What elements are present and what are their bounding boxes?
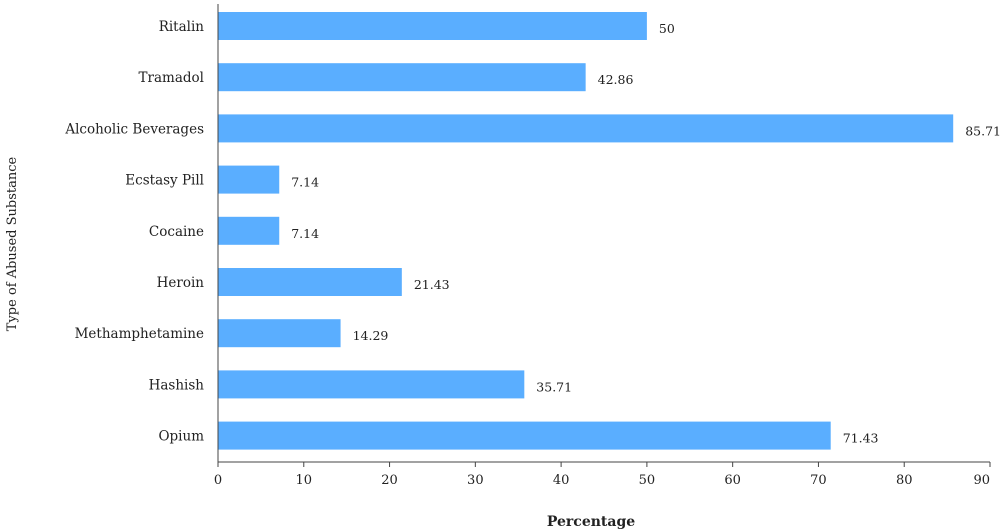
category-label-opium: Opium bbox=[158, 429, 204, 445]
bar-tramadol bbox=[218, 63, 586, 92]
x-tick-label-10: 10 bbox=[296, 473, 313, 488]
category-labels-group: Ritalin Tramadol Alcoholic Beverages Ecstas… bbox=[64, 19, 204, 445]
bars-group bbox=[218, 12, 954, 450]
category-label-cocaine: Cocaine bbox=[149, 224, 204, 240]
bar-alcoholic-beverages bbox=[218, 114, 954, 143]
value-label-ritalin: 50 bbox=[659, 21, 675, 36]
bar-heroin bbox=[218, 268, 402, 296]
x-tick-label-30: 30 bbox=[467, 473, 484, 488]
bar-methamphetamine bbox=[218, 319, 341, 348]
x-axis: 0 10 20 30 40 50 60 70 80 90 bbox=[214, 461, 991, 488]
value-label-alcoholic-beverages: 85.71 bbox=[965, 123, 1000, 138]
bar-opium bbox=[218, 421, 831, 450]
value-label-heroin: 21.43 bbox=[414, 277, 450, 292]
bar-cocaine bbox=[218, 216, 280, 245]
bar-ritalin bbox=[218, 12, 647, 40]
bar-ecstasy-pill bbox=[218, 165, 280, 194]
category-label-methamphetamine: Methamphetamine bbox=[75, 326, 204, 342]
x-tick-label-40: 40 bbox=[553, 473, 570, 488]
category-label-alcoholic-beverages: Alcoholic Beverages bbox=[64, 121, 204, 137]
x-tick-label-60: 60 bbox=[724, 473, 741, 488]
value-label-methamphetamine: 14.29 bbox=[353, 328, 389, 343]
value-label-cocaine: 7.14 bbox=[291, 226, 319, 241]
category-label-tramadol: Tramadol bbox=[139, 70, 204, 86]
x-tick-label-90: 90 bbox=[973, 473, 990, 488]
value-labels-group: 50 42.86 85.71 7.14 7.14 21.43 14.29 35.71 71.43 bbox=[291, 21, 1000, 446]
x-axis-title: Percentage bbox=[547, 514, 635, 530]
x-tick-label-70: 70 bbox=[810, 473, 827, 488]
y-axis-title: Type of Abused Substance bbox=[5, 156, 20, 331]
bar-hashish bbox=[218, 370, 525, 399]
x-tick-label-0: 0 bbox=[214, 473, 222, 488]
value-label-hashish: 35.71 bbox=[536, 379, 572, 394]
x-tick-label-20: 20 bbox=[381, 473, 398, 488]
x-tick-label-50: 50 bbox=[639, 473, 656, 488]
category-label-ecstasy-pill: Ecstasy Pill bbox=[125, 173, 204, 189]
category-label-ritalin: Ritalin bbox=[159, 19, 205, 35]
value-label-opium: 71.43 bbox=[843, 431, 879, 446]
x-tick-label-80: 80 bbox=[896, 473, 913, 488]
category-label-hashish: Hashish bbox=[149, 377, 205, 393]
category-label-heroin: Heroin bbox=[157, 275, 205, 291]
value-label-ecstasy-pill: 7.14 bbox=[291, 175, 319, 190]
value-label-tramadol: 42.86 bbox=[598, 72, 634, 87]
